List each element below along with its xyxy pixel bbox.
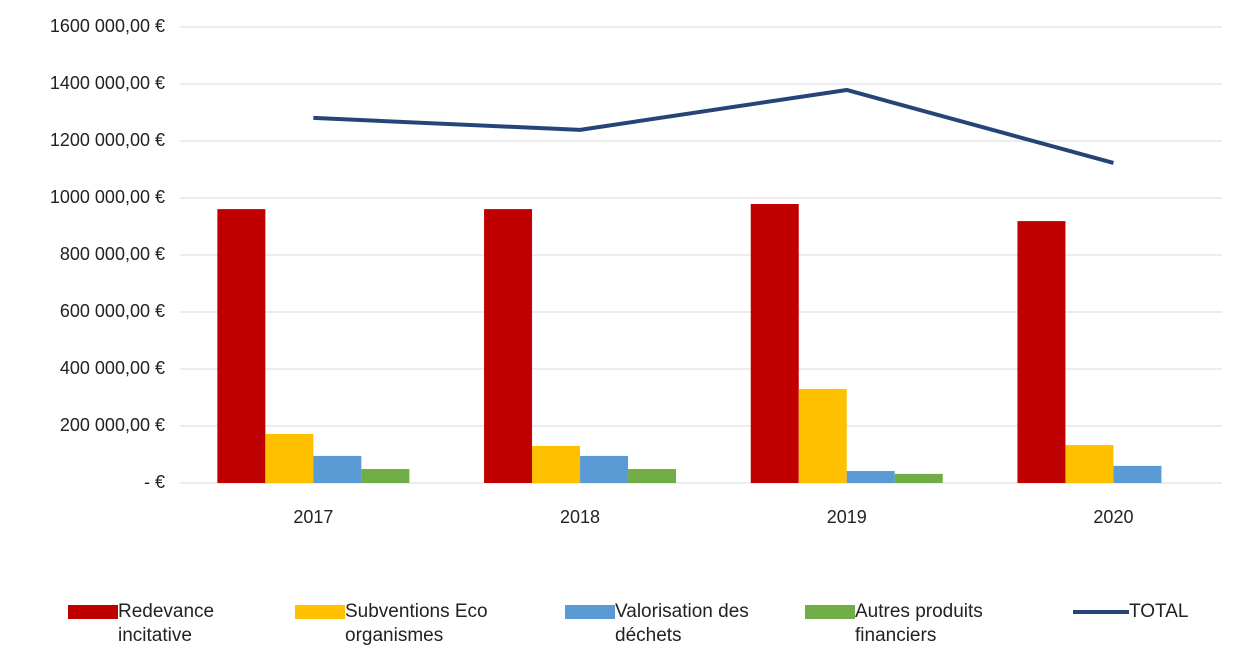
bar [750,203,799,484]
bar [361,469,410,483]
y-tick-label: - € [144,472,165,492]
legend-item: Autres produits financiers [805,600,1005,648]
legend-label: Valorisation des déchets [615,601,749,646]
legend-swatch [295,605,345,619]
legend-swatch [805,605,855,619]
bar [217,209,266,484]
bar [894,473,943,483]
y-tick-label: 600 000,00 € [60,301,165,321]
legend-label: TOTAL [1129,601,1189,622]
line [313,87,1114,165]
legend-label: Autres produits financiers [855,601,983,646]
legend: Redevance incitative Subventions Eco orga… [0,600,1239,650]
legend-item: Redevance incitative [68,600,268,648]
y-tick-label: 800 000,00 € [60,244,165,264]
legend-item: TOTAL [1073,600,1239,624]
bar [1017,221,1066,483]
legend-swatch [68,605,118,619]
bar [628,469,677,483]
bar [846,471,895,483]
legend-label: Subventions Eco organismes [345,601,488,646]
x-tick-label: 2018 [560,507,600,527]
legend-swatch [565,605,615,619]
plot: - € 200 000,00 € 400 000,00 € 600 000,00 € 8… [50,16,1222,527]
legend-label: Redevance incitative [118,601,215,646]
bar [484,209,533,484]
y-tick-label: 1400 000,00 € [50,73,165,93]
bar [313,455,362,483]
y-tick-label: 1200 000,00 € [50,130,165,150]
bar [265,433,314,483]
legend-swatch [1073,610,1129,614]
x-tick-label: 2019 [827,507,867,527]
legend-item: Valorisation des déchets [565,600,765,648]
x-tick-label: 2017 [293,507,333,527]
bar [1065,445,1114,483]
bar [798,388,847,483]
bar [532,445,581,483]
bar [1113,465,1162,483]
y-tick-label: 200 000,00 € [60,415,165,435]
legend-item: Subventions Eco organismes [295,600,495,648]
x-tick-label: 2020 [1093,507,1133,527]
y-tick-label: 1600 000,00 € [50,16,165,36]
bar [580,455,629,483]
y-tick-label: 400 000,00 € [60,358,165,378]
y-tick-label: 1000 000,00 € [50,187,165,207]
